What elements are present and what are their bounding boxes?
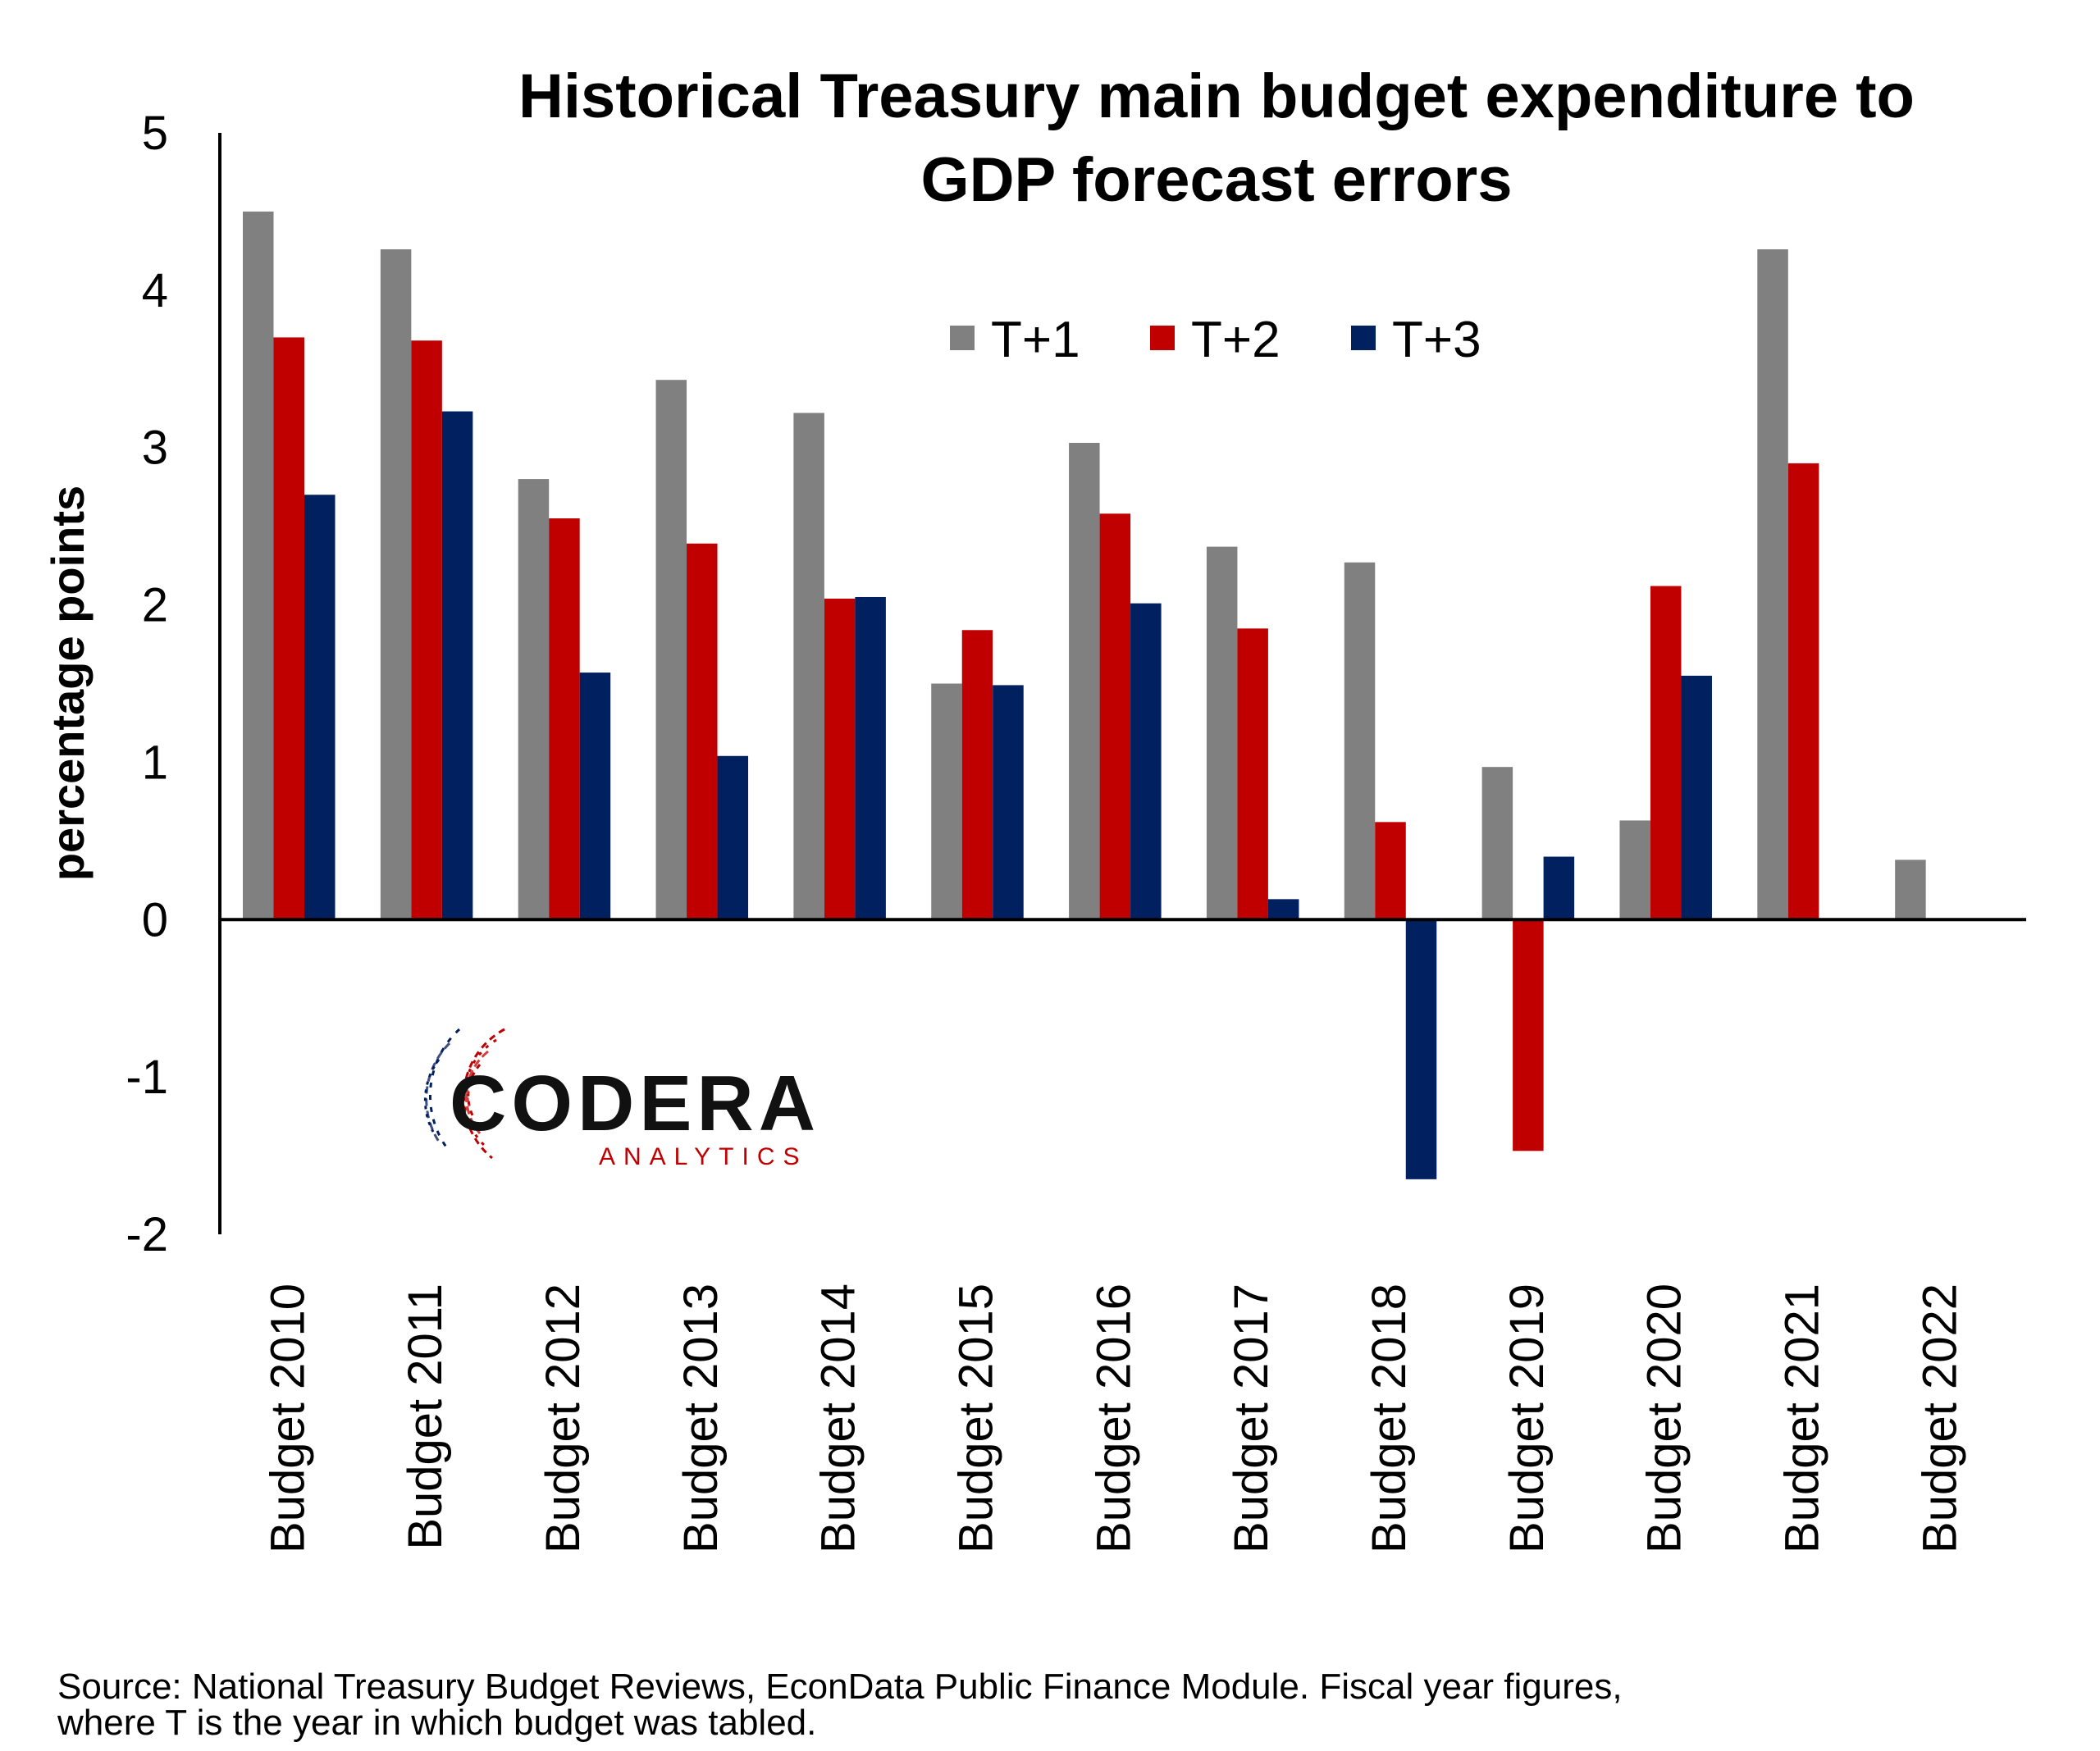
- bar-t-3-budget-2020: [1681, 675, 1712, 920]
- x-tick-label: Budget 2012: [536, 1284, 590, 1553]
- legend-label: T+3: [1392, 312, 1481, 368]
- bar-t-1-budget-2011: [380, 249, 412, 920]
- y-tick-label: 4: [142, 264, 168, 317]
- bar-t-3-budget-2014: [855, 596, 886, 920]
- y-axis-ticks: 5 4 3 2 1 0 -1 -2 percentage points: [42, 107, 168, 1261]
- bar-t-1-budget-2015: [931, 683, 962, 920]
- bar-t-3-budget-2012: [579, 673, 611, 920]
- bar-t-1-budget-2019: [1481, 767, 1513, 920]
- legend-item-t-1: T+1: [950, 312, 1080, 368]
- bar-t-2-budget-2017: [1237, 628, 1268, 920]
- bar-t-3-budget-2019: [1543, 856, 1575, 920]
- bar-t-3-budget-2015: [993, 685, 1024, 920]
- bar-t-2-budget-2011: [411, 340, 442, 920]
- x-tick-label: Budget 2017: [1225, 1284, 1278, 1553]
- bars: [243, 211, 1926, 1179]
- bar-t-2-budget-2020: [1650, 586, 1682, 920]
- bar-t-2-budget-2015: [961, 630, 993, 920]
- bar-t-3-budget-2011: [441, 411, 473, 920]
- codera-logo: CODERA ANALYTICS: [423, 1028, 820, 1170]
- x-tick-label: Budget 2013: [674, 1284, 728, 1553]
- y-axis-label: percentage points: [42, 486, 94, 881]
- bar-t-3-budget-2017: [1267, 899, 1299, 920]
- x-tick-label: Budget 2020: [1638, 1284, 1691, 1553]
- bar-t-2-budget-2014: [824, 598, 856, 920]
- legend: T+1 T+2 T+3: [950, 312, 1481, 368]
- y-tick-label: -2: [126, 1208, 168, 1261]
- bar-t-2-budget-2012: [549, 518, 580, 920]
- bar-t-1-budget-2020: [1619, 820, 1650, 920]
- chart-title-line-2: GDP forecast errors: [921, 145, 1513, 215]
- y-tick-label: 2: [142, 579, 168, 632]
- bar-t-1-budget-2010: [243, 211, 274, 920]
- bar-t-1-budget-2012: [518, 479, 550, 920]
- legend-item-t-3: T+3: [1351, 312, 1481, 368]
- bar-t-1-budget-2013: [655, 380, 687, 920]
- bar-t-3-budget-2016: [1130, 603, 1162, 920]
- legend-label: T+2: [1191, 312, 1281, 368]
- x-tick-label: Budget 2010: [261, 1284, 314, 1553]
- source-note: Source: National Treasury Budget Reviews…: [57, 1667, 1623, 1743]
- bar-t-1-budget-2022: [1895, 860, 1926, 920]
- legend-swatch: [1351, 326, 1376, 350]
- bar-t-2-budget-2021: [1787, 463, 1819, 920]
- legend-item-t-2: T+2: [1150, 312, 1281, 368]
- x-tick-label: Budget 2011: [399, 1284, 452, 1550]
- legend-swatch: [950, 326, 975, 350]
- x-tick-label: Budget 2022: [1913, 1284, 1966, 1553]
- chart-title-line-1: Historical Treasury main budget expendit…: [518, 62, 1915, 131]
- y-tick-label: 1: [142, 736, 168, 789]
- legend-swatch: [1150, 326, 1175, 350]
- chart-title: Historical Treasury main budget expendit…: [518, 62, 1915, 215]
- x-axis-labels: Budget 2010 Budget 2011 Budget 2012 Budget …: [261, 1284, 1966, 1553]
- codera-logo-arcs-icon: [423, 1028, 505, 1160]
- bar-t-2-budget-2013: [687, 543, 718, 920]
- x-tick-label: Budget 2016: [1087, 1284, 1140, 1553]
- legend-label: T+1: [991, 312, 1080, 368]
- x-tick-label: Budget 2015: [949, 1284, 1002, 1553]
- x-tick-label: Budget 2018: [1363, 1284, 1416, 1553]
- bar-t-2-budget-2010: [273, 337, 304, 920]
- bar-t-1-budget-2021: [1757, 249, 1788, 920]
- logo-tagline: ANALYTICS: [599, 1143, 808, 1170]
- bar-t-1-budget-2016: [1069, 442, 1100, 920]
- y-tick-label: 5: [142, 107, 168, 160]
- bar-t-2-budget-2018: [1375, 822, 1406, 920]
- bar-t-1-budget-2014: [793, 413, 824, 920]
- bar-t-2-budget-2019: [1513, 919, 1544, 1151]
- bar-t-2-budget-2016: [1099, 513, 1131, 920]
- axes: [218, 133, 2026, 1234]
- logo-wordmark: CODERA: [450, 1060, 820, 1147]
- bar-t-3-budget-2010: [304, 495, 336, 920]
- bar-t-1-budget-2018: [1344, 562, 1376, 920]
- x-tick-label: Budget 2021: [1776, 1284, 1829, 1553]
- y-tick-label: -1: [126, 1051, 168, 1104]
- bar-t-3-budget-2013: [717, 755, 749, 920]
- y-tick-label: 0: [142, 893, 168, 946]
- x-tick-label: Budget 2014: [812, 1284, 865, 1553]
- bar-t-3-budget-2018: [1405, 919, 1437, 1179]
- y-tick-label: 3: [142, 422, 168, 475]
- bar-t-1-budget-2017: [1206, 546, 1238, 920]
- x-tick-label: Budget 2019: [1500, 1284, 1554, 1553]
